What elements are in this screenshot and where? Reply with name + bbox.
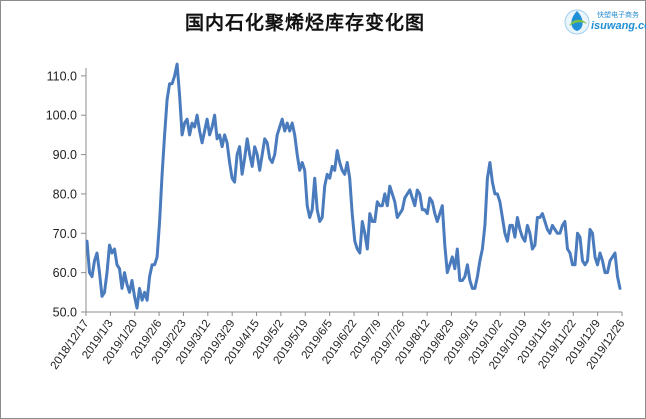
y-tick-label: 90.0 [53, 148, 77, 162]
y-ticks: 50.0 60.0 70.0 80.0 90.0 100.0 110.0 [46, 69, 86, 320]
droplet-swirl-icon [564, 9, 590, 35]
x-tick-label: 2018/12/17 [49, 318, 92, 372]
chart-title: 国内石化聚烯烃库存变化图 [184, 12, 425, 34]
series-line-inventory [85, 62, 622, 310]
brand-logo: 快塑电子商务 isuwang.com [563, 6, 646, 42]
y-tick-label: 110.0 [47, 69, 77, 83]
x-ticks: 2018/12/172019/1/32019/1/202019/2/62019/… [49, 312, 627, 372]
y-tick-label: 60.0 [53, 266, 77, 280]
logo-top-text: 快塑电子商务 [597, 11, 639, 19]
y-tick-label: 80.0 [53, 187, 77, 201]
y-tick-label: 70.0 [53, 227, 77, 241]
logo-bottom-text: isuwang.com [591, 20, 646, 32]
y-tick-label: 50.0 [53, 306, 77, 320]
y-tick-label: 100.0 [46, 109, 77, 123]
